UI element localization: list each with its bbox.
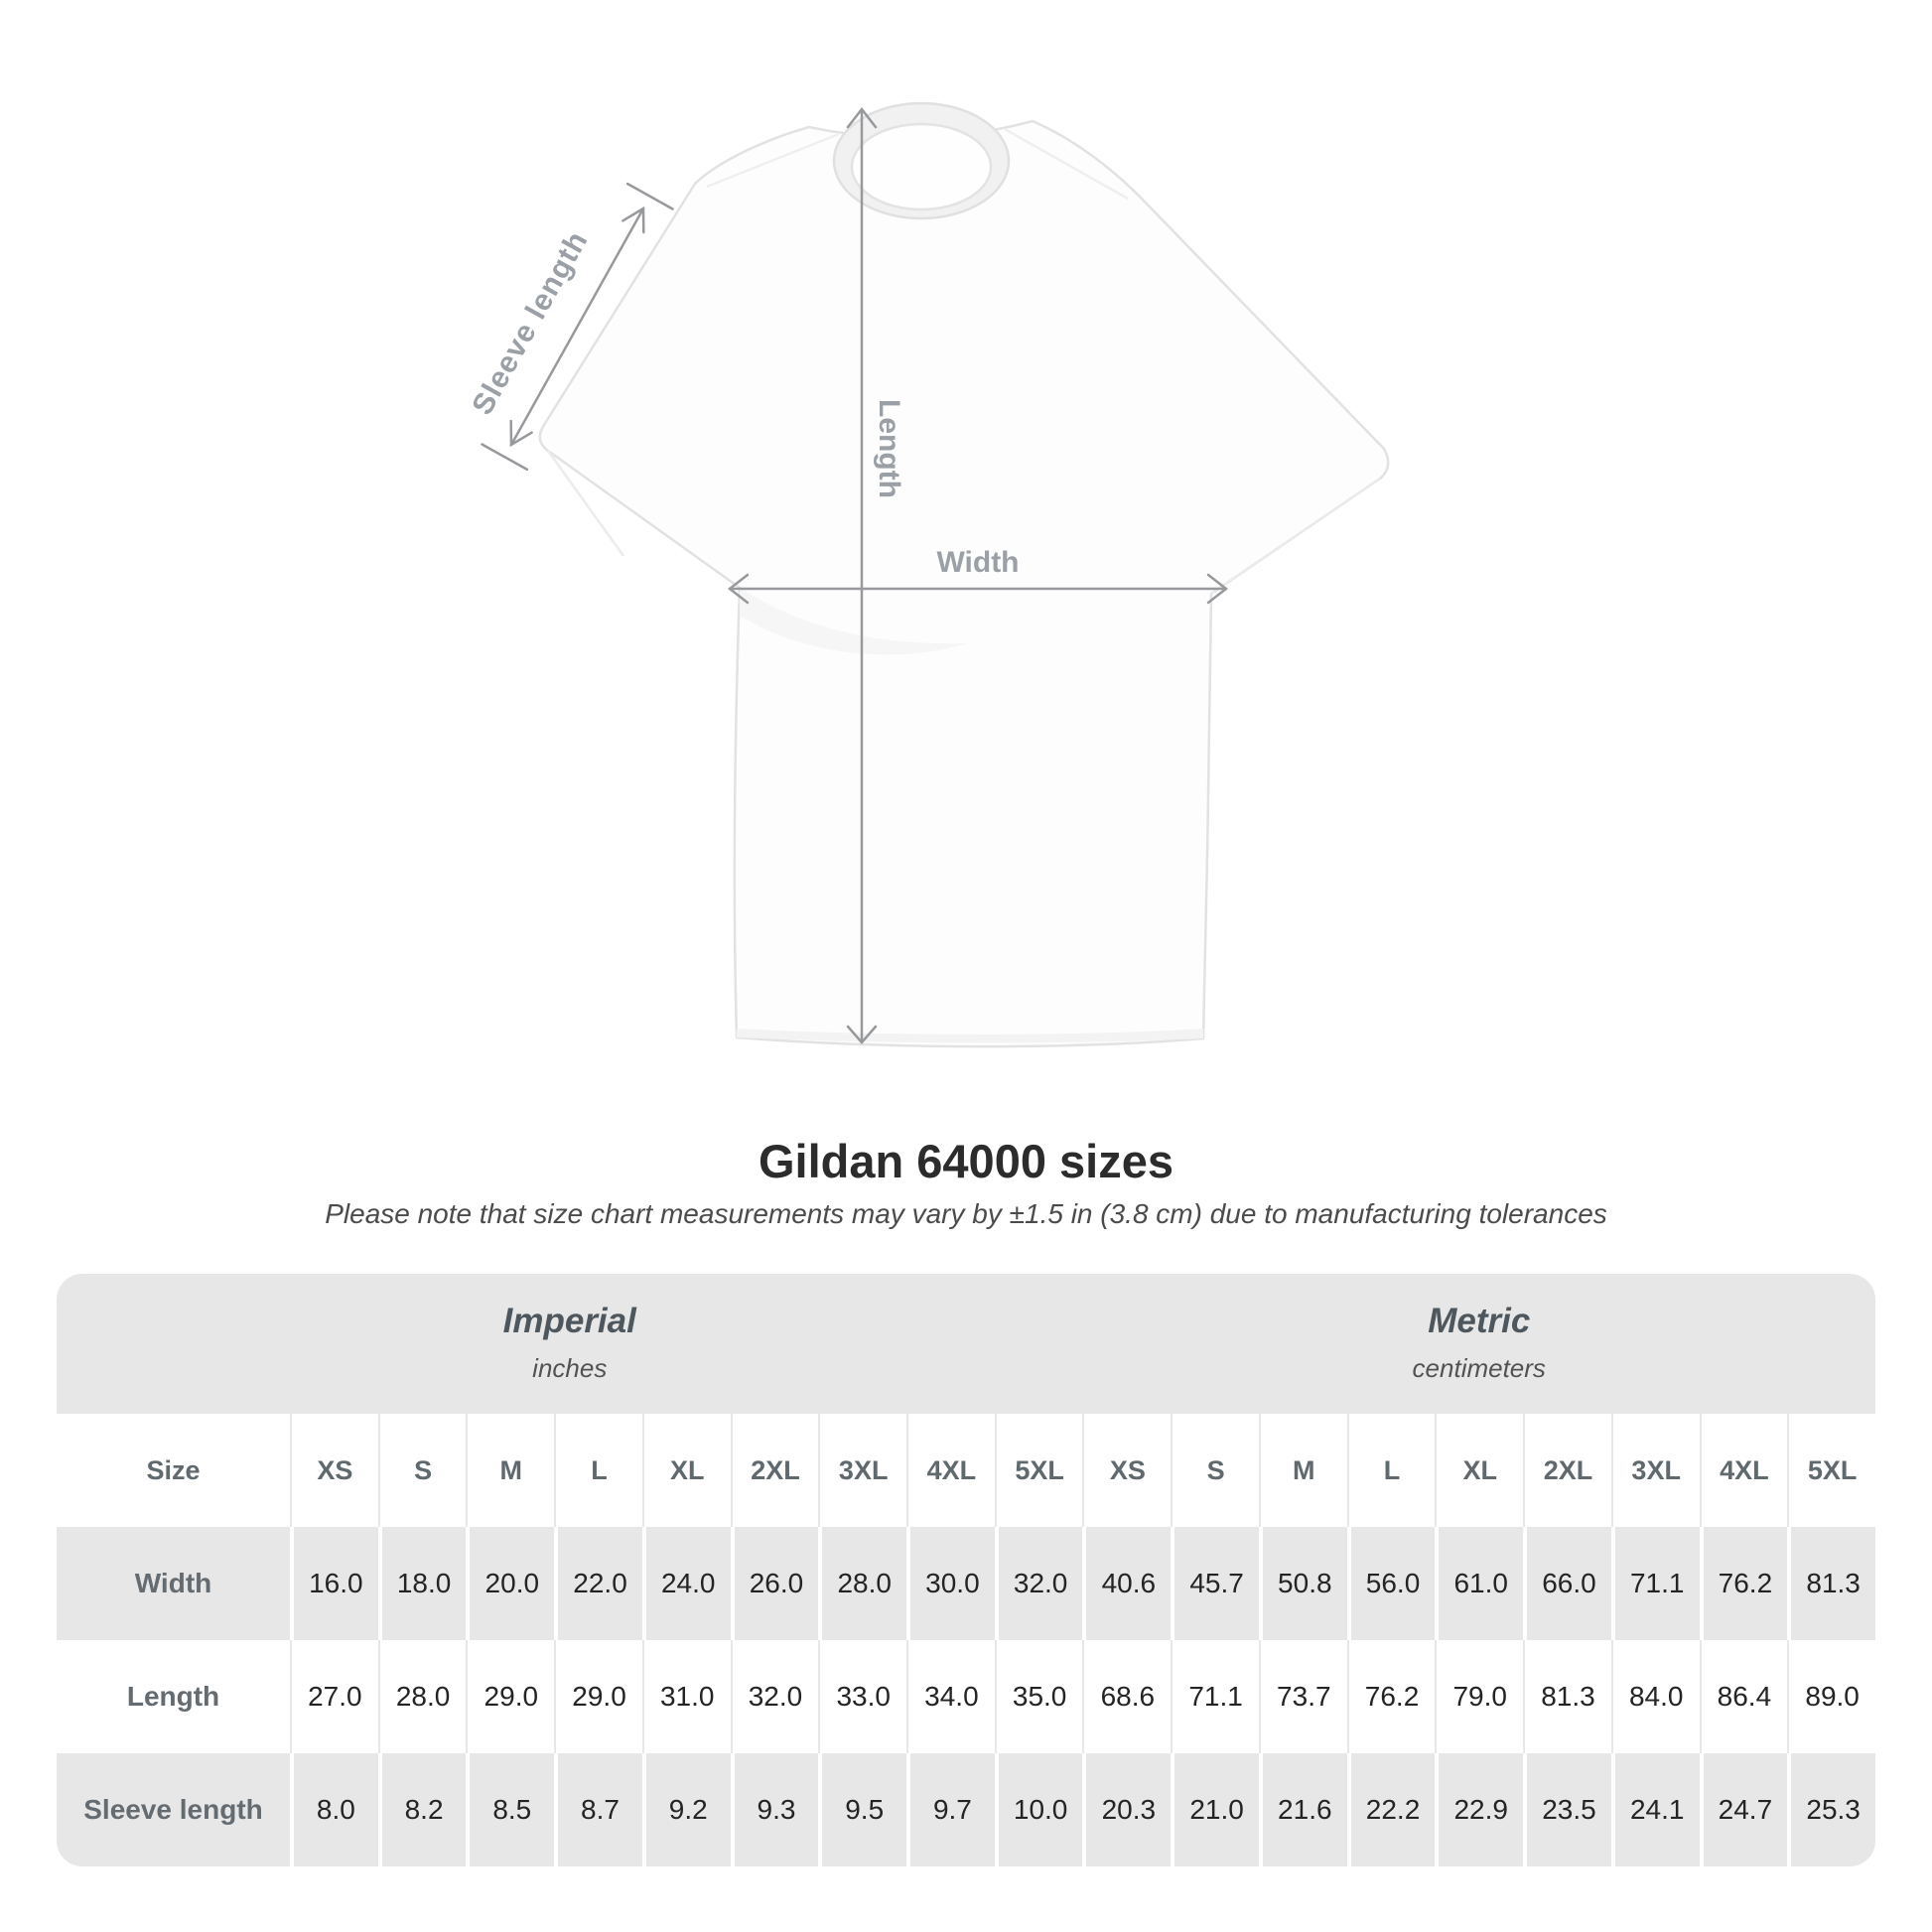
value-cell-metric: 71.1 [1171, 1640, 1259, 1753]
width-arrow [727, 573, 1229, 605]
value-cell-metric: 50.8 [1258, 1527, 1347, 1640]
metric-group-header: Metric centimeters [1083, 1274, 1876, 1414]
value-cell-metric: 23.5 [1523, 1753, 1611, 1866]
size-col-header-metric: M [1258, 1414, 1347, 1527]
value-cell-metric: 66.0 [1523, 1527, 1611, 1640]
size-col-header-metric: 4XL [1699, 1414, 1788, 1527]
value-cell-imperial: 24.0 [641, 1527, 731, 1640]
length-arrow [846, 106, 878, 1044]
value-cell-metric: 86.4 [1699, 1640, 1788, 1753]
value-cell-metric: 79.0 [1435, 1640, 1524, 1753]
size-col-header-imperial: XL [641, 1414, 731, 1527]
value-cell-imperial: 29.0 [554, 1640, 642, 1753]
value-cell-metric: 22.9 [1435, 1753, 1524, 1866]
collar-inner [850, 122, 993, 211]
row-label: Sleeve length [57, 1753, 290, 1866]
imperial-group-header: Imperial inches [57, 1274, 1083, 1414]
size-col-header-imperial: 2XL [730, 1414, 819, 1527]
size-corner-label: Size [57, 1414, 290, 1527]
value-cell-metric: 20.3 [1082, 1753, 1172, 1866]
value-cell-metric: 45.7 [1171, 1527, 1259, 1640]
size-col-header-metric: S [1171, 1414, 1259, 1527]
value-cell-imperial: 9.2 [641, 1753, 731, 1866]
value-cell-metric: 73.7 [1258, 1640, 1347, 1753]
value-cell-imperial: 9.7 [906, 1753, 995, 1866]
value-cell-metric: 76.2 [1346, 1640, 1436, 1753]
value-cell-metric: 61.0 [1435, 1527, 1524, 1640]
value-cell-imperial: 8.5 [466, 1753, 555, 1866]
page-subtitle: Please note that size chart measurements… [325, 1198, 1607, 1229]
measurement-arrows [481, 106, 1229, 1044]
value-cell-metric: 56.0 [1346, 1527, 1436, 1640]
value-cell-imperial: 8.2 [377, 1753, 467, 1866]
value-cell-metric: 21.0 [1171, 1753, 1259, 1866]
size-col-header-imperial: L [554, 1414, 642, 1527]
tshirt-svg: Width Length Sleeve length [466, 101, 1390, 1048]
value-cell-metric: 24.1 [1610, 1753, 1700, 1866]
value-cell-metric: 81.3 [1523, 1640, 1611, 1753]
size-col-header-metric: XS [1082, 1414, 1172, 1527]
width-label: Width [936, 546, 1019, 579]
tshirt-diagram: Width Length Sleeve length [466, 101, 1390, 1048]
value-cell-imperial: 32.0 [994, 1527, 1083, 1640]
value-cell-imperial: 35.0 [994, 1640, 1083, 1753]
value-cell-metric: 76.2 [1699, 1527, 1788, 1640]
value-cell-imperial: 9.5 [818, 1753, 907, 1866]
value-cell-imperial: 22.0 [554, 1527, 642, 1640]
imperial-title: Imperial [502, 1302, 636, 1340]
size-col-header-imperial: S [377, 1414, 467, 1527]
metric-title: Metric [1428, 1302, 1531, 1340]
tshirt-image [538, 101, 1390, 1048]
value-cell-imperial: 29.0 [466, 1640, 555, 1753]
value-cell-imperial: 8.0 [290, 1753, 378, 1866]
sleeve-length-arrow [481, 182, 674, 472]
size-col-header-metric: 5XL [1787, 1414, 1875, 1527]
size-col-header-metric: XL [1435, 1414, 1524, 1527]
size-col-header-imperial: 5XL [994, 1414, 1083, 1527]
value-cell-imperial: 9.3 [730, 1753, 819, 1866]
size-col-header-metric: 2XL [1523, 1414, 1611, 1527]
value-cell-imperial: 31.0 [641, 1640, 731, 1753]
value-cell-imperial: 18.0 [377, 1527, 467, 1640]
value-cell-metric: 24.7 [1699, 1753, 1788, 1866]
imperial-unit: inches [532, 1353, 608, 1383]
size-col-header-imperial: M [466, 1414, 555, 1527]
unit-group-header: Imperial inches Metric centimeters [57, 1274, 1875, 1414]
size-table-grid: Size XS S M L XL 2XL 3XL 4XL 5XL XS S M L XL 2XL 3XL 4XL 5… [57, 1414, 1875, 1866]
size-col-header-metric: 3XL [1610, 1414, 1700, 1527]
value-cell-imperial: 8.7 [554, 1753, 642, 1866]
value-cell-imperial: 28.0 [818, 1527, 907, 1640]
value-cell-metric: 81.3 [1787, 1527, 1875, 1640]
value-cell-imperial: 27.0 [290, 1640, 378, 1753]
row-label: Length [57, 1640, 290, 1753]
value-cell-metric: 84.0 [1610, 1640, 1700, 1753]
value-cell-imperial: 10.0 [994, 1753, 1083, 1866]
size-col-header-imperial: 4XL [906, 1414, 995, 1527]
row-label: Width [57, 1527, 290, 1640]
size-col-header-imperial: 3XL [818, 1414, 907, 1527]
value-cell-imperial: 34.0 [906, 1640, 995, 1753]
value-cell-imperial: 33.0 [818, 1640, 907, 1753]
value-cell-metric: 71.1 [1610, 1527, 1700, 1640]
value-cell-imperial: 26.0 [730, 1527, 819, 1640]
value-cell-imperial: 28.0 [377, 1640, 467, 1753]
value-cell-imperial: 32.0 [730, 1640, 819, 1753]
size-col-header-metric: L [1346, 1414, 1436, 1527]
value-cell-imperial: 16.0 [290, 1527, 378, 1640]
length-label: Length [873, 399, 905, 498]
value-cell-metric: 68.6 [1082, 1640, 1172, 1753]
value-cell-metric: 21.6 [1258, 1753, 1347, 1866]
value-cell-metric: 25.3 [1787, 1753, 1875, 1866]
size-table: Imperial inches Metric centimeters Size X… [57, 1274, 1875, 1866]
value-cell-imperial: 30.0 [906, 1527, 995, 1640]
value-cell-metric: 40.6 [1082, 1527, 1172, 1640]
value-cell-metric: 22.2 [1346, 1753, 1436, 1866]
metric-unit: centimeters [1412, 1353, 1546, 1383]
value-cell-metric: 89.0 [1787, 1640, 1875, 1753]
size-col-header-imperial: XS [290, 1414, 378, 1527]
value-cell-imperial: 20.0 [466, 1527, 555, 1640]
page-title: Gildan 64000 sizes [758, 1135, 1174, 1187]
